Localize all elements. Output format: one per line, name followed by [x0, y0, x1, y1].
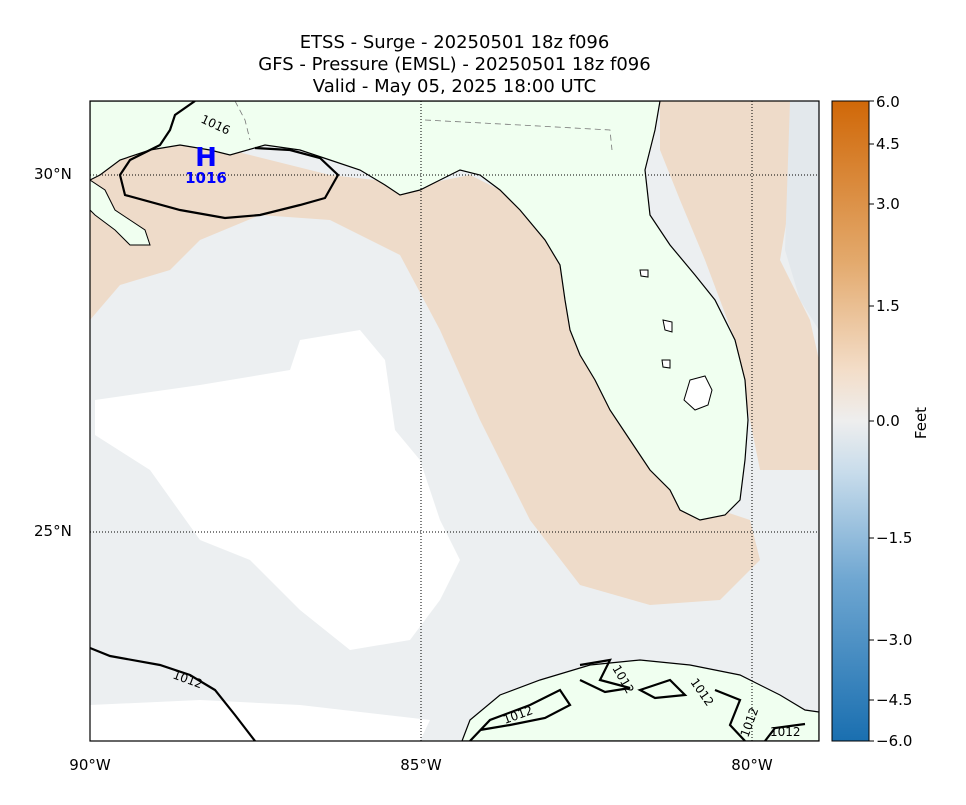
colorbar-tick-label: −1.5	[876, 529, 913, 547]
contour-label: 1012	[770, 725, 801, 739]
pressure-contour-1012	[579, 658, 631, 694]
lake-okeechobee	[683, 375, 713, 411]
pressure-contour-1012	[469, 688, 572, 741]
pressure-contour-1012	[637, 678, 688, 700]
colorbar-tick-label: −3.0	[876, 631, 913, 649]
colorbar-tick-label: 6.0	[876, 93, 900, 111]
lon-label-85w: 85°W	[400, 756, 442, 774]
lake-small	[661, 359, 671, 369]
lat-label-25n: 25°N	[34, 522, 72, 540]
colorbar-tick-label: 1.5	[876, 297, 900, 315]
pressure-contour-1012	[764, 722, 806, 741]
state-border	[424, 119, 613, 151]
colorbar-tick-label: −4.5	[876, 691, 913, 709]
map-area: 1016 1012 1012 1012 1012 1012 1012 H 101…	[90, 101, 819, 741]
lake-small	[639, 269, 649, 278]
no-data-area	[95, 330, 460, 650]
map-frame	[89, 100, 820, 742]
title-line-1: ETSS - Surge - 20250501 18z f096	[299, 32, 610, 53]
colorbar-tick-label: 3.0	[876, 195, 900, 213]
no-data-area-south	[90, 700, 430, 741]
lake-small	[662, 319, 673, 333]
high-pressure-symbol: H	[195, 143, 217, 173]
pressure-contour-1012	[90, 646, 256, 741]
colorbar-ticks	[869, 100, 874, 742]
colorbar-tick-label: 4.5	[876, 135, 900, 153]
land-florida	[90, 101, 749, 521]
lon-label-90w: 90°W	[69, 756, 111, 774]
colorbar	[831, 100, 870, 742]
figure-title: ETSS - Surge - 20250501 18z f096 GFS - P…	[90, 32, 819, 98]
surge-neutral-atlantic	[785, 101, 819, 330]
title-line-2: GFS - Pressure (EMSL) - 20250501 18z f09…	[258, 54, 651, 75]
colorbar-units-label: Feet	[912, 406, 931, 440]
surge-positive-atlantic	[660, 101, 819, 470]
pressure-contour-1012	[714, 688, 746, 741]
land-cuba	[461, 659, 819, 741]
high-pressure-value: 1016	[185, 169, 227, 187]
lat-label-30n: 30°N	[34, 165, 72, 183]
colorbar-tick-label: 0.0	[876, 412, 900, 430]
title-line-3: Valid - May 05, 2025 18:00 UTC	[312, 76, 597, 97]
pressure-contour-1016	[118, 101, 340, 220]
state-border	[234, 101, 251, 141]
colorbar-tick-label: −6.0	[876, 732, 913, 750]
surge-positive-gulf	[90, 110, 760, 605]
land-delta	[90, 179, 151, 246]
lon-label-80w: 80°W	[731, 756, 773, 774]
